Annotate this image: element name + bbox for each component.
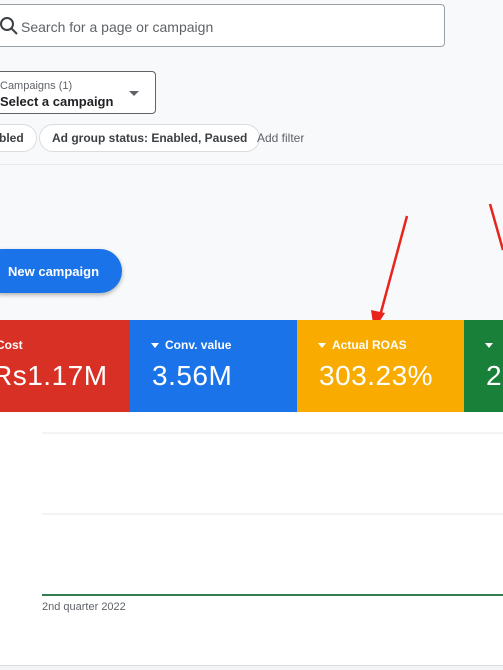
scorecard-cost-value: Rs1.17M xyxy=(0,360,108,391)
x-axis-label: 2nd quarter 2022 xyxy=(42,601,126,613)
divider xyxy=(0,164,503,165)
red-arrow-annotation xyxy=(371,215,409,330)
scorecard-fourth-value: 2 xyxy=(486,360,503,391)
series-line-1 xyxy=(42,594,503,596)
series-line-0 xyxy=(42,594,503,596)
scorecard-conv-value-value: 3.56M xyxy=(152,360,233,391)
performance-chart-svg xyxy=(42,432,503,596)
bottom-bar xyxy=(0,665,503,670)
campaign-selector[interactable]: Campaigns (1) Select a campaign xyxy=(0,71,156,114)
scorecard-actual-roas[interactable]: Actual ROAS 303.23% xyxy=(297,320,464,412)
series-line-2 xyxy=(42,594,503,596)
filter-chip-status[interactable]: bled xyxy=(0,124,37,152)
series-line-3 xyxy=(42,594,503,596)
scorecard-actual-roas-value: 303.23% xyxy=(319,360,434,391)
new-campaign-button[interactable]: New campaign xyxy=(0,249,122,293)
search-box[interactable] xyxy=(0,4,445,48)
filter-chip-ad-group-status[interactable]: Ad group status: Enabled, Paused xyxy=(39,124,261,152)
scorecard-actual-roas-label: Actual ROAS xyxy=(318,338,407,352)
scorecard-fourth[interactable]: 2 xyxy=(464,320,503,412)
caret-down-icon xyxy=(318,343,326,349)
scorecard-cost-label: Cost xyxy=(0,338,23,352)
campaign-selector-label: Campaigns (1) xyxy=(0,80,73,92)
add-filter-link[interactable]: Add filter xyxy=(257,131,305,145)
scorecards: Cost Rs1.17M Conv. value 3.56M Actual RO… xyxy=(0,320,503,412)
campaign-selector-value: Select a campaign xyxy=(0,94,114,109)
caret-down-icon xyxy=(485,343,493,349)
performance-chart xyxy=(0,412,503,665)
scorecard-conv-value-label: Conv. value xyxy=(151,338,231,352)
scorecard-conv-value[interactable]: Conv. value 3.56M xyxy=(130,320,297,412)
red-arrow-annotation-right xyxy=(488,203,503,251)
scorecard-fourth-label xyxy=(485,338,499,352)
scorecard-cost[interactable]: Cost Rs1.17M xyxy=(0,320,130,412)
caret-down-icon xyxy=(151,343,159,349)
search-icon xyxy=(0,17,18,35)
search-input[interactable] xyxy=(19,5,423,48)
chevron-down-icon xyxy=(129,91,139,96)
